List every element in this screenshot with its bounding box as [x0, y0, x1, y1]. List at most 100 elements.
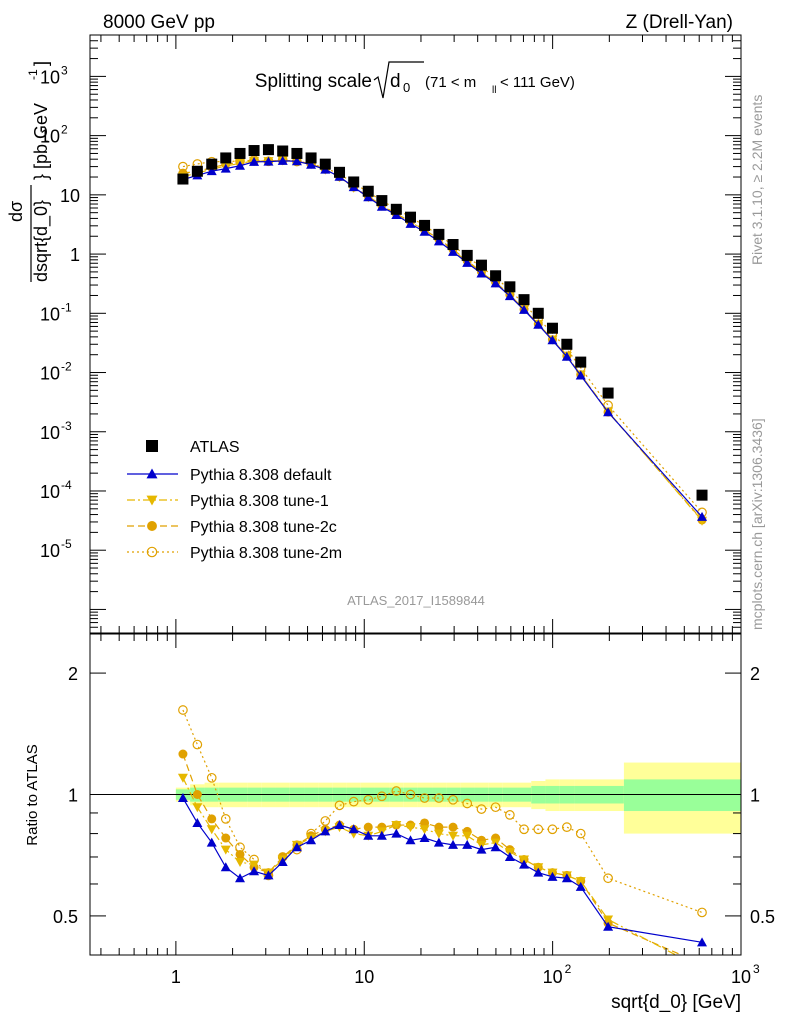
y-tick-label: 10 [40, 482, 60, 502]
data-point [447, 239, 459, 251]
ylabel-units: } [pb,GeV [31, 103, 51, 180]
data-point [234, 147, 246, 159]
y-tick-label: 10 [40, 127, 60, 147]
data-point [504, 291, 515, 301]
data-point [533, 319, 544, 329]
legend-marker [146, 495, 158, 506]
ratio-point [698, 959, 707, 968]
x-tick-label: 1 [171, 967, 181, 987]
ratio-point [377, 791, 387, 802]
y-tick-label: 10 [40, 423, 60, 443]
title-range-end: < 111 GeV) [500, 74, 575, 91]
y-tick-superscript: -3 [61, 419, 72, 433]
y-tick-label: 10 [40, 67, 60, 87]
x-tick-superscript: 3 [753, 962, 760, 976]
legend-marker [146, 546, 158, 558]
data-point [405, 218, 416, 228]
ylabel-denominator: dsqrt{d_0} [31, 200, 52, 282]
data-point [277, 155, 288, 165]
y-tick-label: 10 [40, 364, 60, 384]
data-point [363, 192, 374, 202]
ylabel-units-end: ] [31, 61, 51, 66]
data-point [475, 259, 487, 271]
data-point [519, 304, 530, 314]
x-axis-label: sqrt{d_0} [GeV] [611, 992, 741, 1013]
ratio-point [207, 814, 217, 824]
title-symbol: d [390, 71, 401, 92]
data-point [206, 166, 217, 176]
legend-label: ATLAS [190, 439, 240, 456]
data-point [277, 145, 289, 157]
ratio-point [462, 831, 473, 841]
ratio-point [405, 835, 416, 845]
data-point [291, 156, 302, 166]
ylabel-units-superscript: -1 [26, 69, 40, 80]
ratio-tick-label-right: 1 [750, 786, 760, 806]
x-tick-label: 10 [354, 967, 374, 987]
data-point [575, 356, 587, 368]
title-subscript: 0 [403, 80, 410, 95]
ratio-point [363, 822, 373, 832]
ratio-point [220, 814, 231, 824]
y-tick-superscript: -5 [61, 537, 72, 551]
ratio-point [519, 859, 530, 869]
ratio-point [363, 830, 374, 840]
watermark-rivet: Rivet 3.1.10, ≥ 2.2M events [749, 95, 765, 265]
data-point [696, 489, 708, 501]
ratio-point [603, 915, 614, 925]
ratio-point [462, 839, 473, 849]
sqrt-symbol [373, 61, 424, 99]
ratio-point [206, 837, 217, 847]
ratio-point [376, 830, 387, 840]
ratio-point [433, 837, 444, 847]
y-tick-label: 10 [40, 541, 60, 561]
ratio-point [192, 803, 203, 813]
ratio-point [419, 825, 430, 835]
ratio-point [363, 794, 374, 805]
data-point [291, 147, 303, 159]
data-point [602, 387, 614, 399]
ratio-point [178, 705, 188, 715]
ratio-point [348, 824, 359, 834]
ratio-tick-label-left: 0.5 [53, 907, 78, 927]
ratio-point [434, 793, 444, 803]
legend-label: Pythia 8.308 tune-1 [190, 493, 329, 510]
data-point [461, 249, 473, 261]
series-pythia-8-308-tune-2m [178, 155, 707, 518]
data-point [419, 219, 431, 231]
data-point [532, 307, 544, 319]
y-axis-label-main: dσ dsqrt{d_0} } [pb,GeV -1 ] [6, 61, 52, 282]
data-point [177, 173, 189, 185]
ratio-point [192, 817, 203, 827]
data-point [334, 166, 346, 178]
data-point [206, 158, 218, 170]
series-line [182, 160, 703, 518]
ratio-point [235, 849, 245, 859]
ratio-point [505, 810, 515, 820]
data-point [561, 338, 573, 350]
y-tick-superscript: -4 [61, 478, 72, 492]
data-point [462, 257, 473, 267]
data-point [490, 278, 501, 288]
data-point [376, 201, 387, 211]
legend-marker [147, 521, 157, 531]
data-point [504, 281, 516, 293]
data-point [547, 335, 558, 345]
ratio-point [177, 773, 188, 783]
title-range: (71 < m [425, 74, 476, 91]
legend-entry: Pythia 8.308 default [127, 467, 332, 484]
y-tick-superscript: 2 [61, 123, 68, 137]
ratio-tick-label-left: 1 [68, 786, 78, 806]
ratio-point [448, 839, 459, 849]
ratio-point [476, 844, 487, 854]
ratio-point [697, 965, 707, 974]
ratio-point [575, 877, 586, 887]
data-point [433, 236, 444, 246]
series-atlas [177, 144, 708, 501]
ratio-point [391, 821, 402, 831]
data-point [220, 152, 232, 164]
data-point [262, 144, 274, 156]
legend-label: Pythia 8.308 tune-2c [190, 519, 337, 536]
